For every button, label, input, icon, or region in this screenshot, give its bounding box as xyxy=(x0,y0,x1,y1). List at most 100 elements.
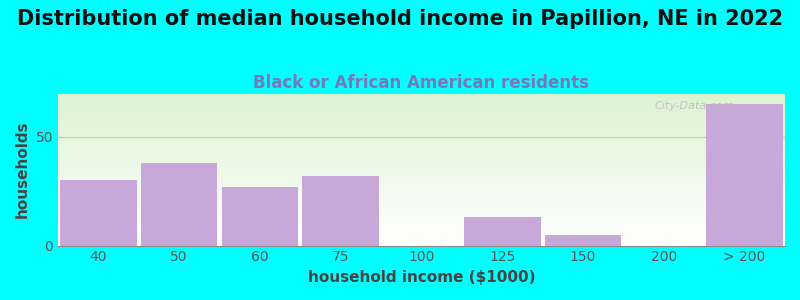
Bar xyxy=(58,134,785,135)
Bar xyxy=(58,223,785,224)
Bar xyxy=(58,140,785,141)
Bar xyxy=(58,124,785,125)
Bar xyxy=(141,163,218,246)
Bar xyxy=(58,155,785,156)
Bar xyxy=(58,94,785,95)
Bar xyxy=(58,206,785,207)
Bar xyxy=(58,122,785,123)
Bar xyxy=(58,114,785,115)
Bar xyxy=(58,104,785,105)
Bar xyxy=(58,179,785,180)
Bar xyxy=(58,160,785,161)
Bar xyxy=(58,116,785,117)
Bar xyxy=(58,121,785,122)
Bar xyxy=(58,204,785,205)
Bar xyxy=(58,228,785,229)
Bar xyxy=(58,222,785,223)
Bar xyxy=(58,178,785,179)
Bar xyxy=(464,217,541,246)
Bar xyxy=(222,187,298,246)
Bar xyxy=(58,107,785,108)
Bar xyxy=(58,224,785,225)
Bar xyxy=(58,113,785,114)
Bar xyxy=(58,210,785,211)
Bar xyxy=(58,100,785,101)
Bar xyxy=(58,244,785,245)
Bar xyxy=(58,133,785,134)
Bar xyxy=(58,230,785,231)
Bar xyxy=(58,168,785,169)
Bar xyxy=(58,153,785,154)
Bar xyxy=(58,149,785,150)
Bar xyxy=(58,125,785,126)
Bar xyxy=(58,101,785,102)
Bar xyxy=(58,139,785,140)
Bar xyxy=(58,212,785,213)
Bar xyxy=(58,192,785,193)
Bar xyxy=(58,183,785,184)
Bar xyxy=(58,232,785,233)
Bar xyxy=(58,239,785,240)
Bar xyxy=(58,131,785,132)
Bar xyxy=(58,144,785,145)
Bar xyxy=(58,146,785,147)
Bar xyxy=(60,180,137,246)
Bar xyxy=(58,197,785,198)
Bar xyxy=(58,199,785,200)
Bar xyxy=(58,214,785,215)
Bar xyxy=(58,154,785,155)
Bar xyxy=(58,159,785,160)
Bar xyxy=(58,194,785,195)
Bar xyxy=(58,136,785,137)
Bar xyxy=(58,201,785,202)
Y-axis label: households: households xyxy=(15,121,30,218)
Bar xyxy=(58,180,785,181)
Bar xyxy=(58,245,785,246)
Bar xyxy=(58,108,785,109)
Bar xyxy=(58,229,785,230)
Bar xyxy=(706,104,783,246)
Bar xyxy=(58,221,785,222)
Bar xyxy=(302,176,379,246)
Bar xyxy=(58,110,785,111)
Bar xyxy=(58,174,785,175)
Bar xyxy=(58,218,785,219)
Bar xyxy=(58,157,785,158)
X-axis label: household income ($1000): household income ($1000) xyxy=(308,270,535,285)
Bar xyxy=(58,241,785,242)
Bar xyxy=(58,130,785,131)
Bar xyxy=(58,138,785,139)
Bar xyxy=(58,207,785,208)
Bar xyxy=(58,233,785,234)
Bar xyxy=(58,156,785,157)
Bar xyxy=(58,169,785,170)
Bar xyxy=(58,189,785,190)
Bar xyxy=(58,161,785,162)
Bar xyxy=(58,95,785,96)
Bar xyxy=(58,187,785,188)
Bar xyxy=(58,145,785,146)
Bar xyxy=(58,167,785,168)
Bar xyxy=(58,99,785,100)
Bar xyxy=(58,238,785,239)
Bar xyxy=(58,142,785,143)
Bar xyxy=(58,240,785,241)
Bar xyxy=(58,213,785,214)
Bar xyxy=(58,164,785,165)
Bar xyxy=(58,100,785,101)
Bar xyxy=(58,171,785,172)
Bar xyxy=(58,216,785,217)
Bar xyxy=(58,219,785,220)
Bar xyxy=(58,163,785,164)
Bar xyxy=(58,215,785,216)
Bar xyxy=(58,158,785,159)
Bar xyxy=(58,242,785,243)
Bar xyxy=(58,129,785,130)
Bar xyxy=(58,118,785,119)
Bar xyxy=(58,123,785,124)
Bar xyxy=(58,112,785,113)
Bar xyxy=(58,106,785,107)
Title: Black or African American residents: Black or African American residents xyxy=(254,74,590,92)
Bar xyxy=(58,119,785,120)
Bar xyxy=(58,160,785,161)
